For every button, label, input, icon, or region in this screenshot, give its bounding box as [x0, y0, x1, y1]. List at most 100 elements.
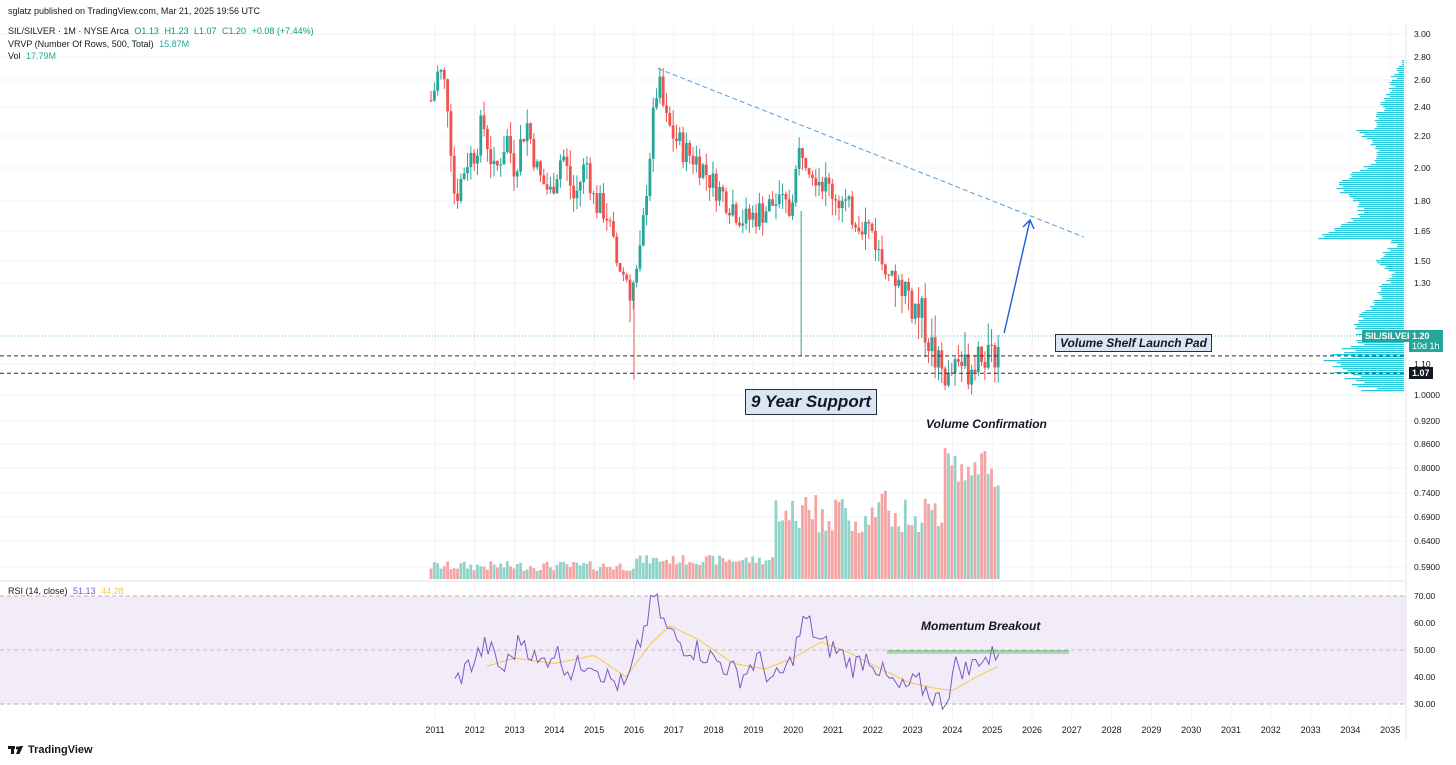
- candle-body: [877, 249, 881, 251]
- volume-bar: [545, 561, 549, 579]
- volume-profile-row: [1359, 132, 1404, 134]
- volume-bar: [641, 562, 645, 579]
- volume-confirmation-text: Volume Confirmation: [926, 417, 1047, 431]
- support-annotation[interactable]: 9 Year Support: [745, 389, 877, 415]
- vrvp-label[interactable]: VRVP (Number Of Rows, 500, Total): [8, 39, 154, 49]
- volume-profile-row: [1375, 148, 1404, 150]
- volume-profile-row: [1364, 134, 1404, 136]
- volume-bar: [598, 567, 602, 579]
- volume-profile-row: [1396, 246, 1404, 248]
- candle-body: [492, 160, 496, 165]
- vol-label[interactable]: Vol: [8, 51, 21, 61]
- volume-bar: [495, 567, 499, 579]
- momentum-text: Momentum Breakout: [921, 619, 1041, 633]
- volume-profile-row: [1374, 128, 1404, 130]
- volume-profile-row: [1350, 346, 1404, 348]
- price-axis[interactable]: 3.00 2.80 2.60 2.40 2.20 2.00 1.80 1.65 1.50 1.30…: [1414, 29, 1440, 572]
- rsi-axis[interactable]: 70.00 60.00 50.00 40.00 30.00: [1414, 591, 1436, 709]
- volume-profile-row: [1359, 314, 1404, 316]
- candle-body: [923, 298, 927, 343]
- volume-bar: [565, 564, 569, 579]
- vol-legend[interactable]: Vol 17.79M: [8, 51, 59, 62]
- volume-bar: [628, 570, 632, 579]
- time-tick-label: 2032: [1261, 725, 1281, 735]
- volume-bar: [791, 500, 794, 579]
- candle-body: [996, 346, 1000, 368]
- volume-profile-row: [1385, 94, 1404, 96]
- candle-body: [608, 220, 612, 222]
- volume-bar: [595, 570, 599, 579]
- volume-bar: [492, 564, 496, 579]
- momentum-annotation[interactable]: Momentum Breakout: [921, 619, 1040, 633]
- time-axis[interactable]: 2011 2012 2013 2014 2015 2016 2017 2018 2019 2020…: [425, 725, 1400, 735]
- volume-bar: [661, 561, 665, 579]
- volume-profile-row: [1340, 358, 1404, 360]
- volume-profile-row: [1377, 262, 1404, 264]
- volume-confirmation-annotation[interactable]: Volume Confirmation: [926, 417, 1047, 431]
- candle-body: [850, 196, 854, 225]
- candle-body: [728, 212, 731, 216]
- volume-profile-row: [1376, 114, 1404, 116]
- volume-bar: [721, 557, 725, 579]
- candle-body: [761, 203, 765, 223]
- candle-body: [781, 193, 784, 195]
- volume-bar: [446, 561, 450, 579]
- price-tick-label: 0.9200: [1414, 416, 1440, 426]
- volume-profile-row: [1377, 388, 1404, 390]
- volume-bar: [970, 475, 974, 579]
- descending-trendline[interactable]: [657, 68, 1084, 238]
- price-tick-label: 1.80: [1414, 196, 1431, 206]
- vrvp-legend[interactable]: VRVP (Number Of Rows, 500, Total) 15.87M: [8, 39, 192, 50]
- volume-bar: [462, 561, 466, 579]
- candle-body: [903, 281, 907, 297]
- volume-profile-row: [1382, 298, 1404, 300]
- candle-body: [927, 342, 930, 352]
- volume-bar: [870, 507, 874, 579]
- arrow-head: [1022, 218, 1035, 230]
- candle-body: [953, 359, 957, 373]
- symbol-legend[interactable]: SIL/SILVER · 1M · NYSE Arca O1.13 H1.23 …: [8, 26, 317, 37]
- volume-profile-row: [1381, 296, 1404, 298]
- tradingview-footer[interactable]: TradingView: [8, 744, 93, 756]
- volume-bar: [890, 526, 894, 579]
- candle-body: [990, 344, 993, 346]
- rsi-tick-label: 70.00: [1414, 591, 1436, 601]
- volume-profile-row: [1349, 178, 1404, 180]
- volume-profile-row: [1367, 168, 1404, 170]
- symbol-label[interactable]: SIL/SILVER · 1M · NYSE Arca: [8, 26, 129, 36]
- volume-bar: [827, 521, 831, 579]
- candle-body: [631, 282, 635, 301]
- volume-bar: [456, 568, 459, 579]
- volume-bar: [452, 568, 456, 579]
- volume-profile-row: [1340, 364, 1404, 366]
- volume-bar: [711, 555, 715, 579]
- volume-bar: [751, 556, 755, 579]
- time-tick-label: 2016: [624, 725, 644, 735]
- volume-bar: [923, 498, 927, 579]
- ohlc-open: O1.13: [134, 26, 159, 36]
- candle-body: [963, 354, 967, 367]
- volume-bar: [884, 490, 887, 579]
- rsi-label[interactable]: RSI (14, close): [8, 586, 68, 596]
- candle-body: [801, 147, 804, 158]
- volume-profile-row: [1349, 196, 1404, 198]
- price-tick-label: 0.8600: [1414, 439, 1440, 449]
- volume-profile-row: [1342, 368, 1404, 370]
- volume-profile-row: [1380, 102, 1404, 104]
- volume-bar: [482, 566, 486, 579]
- price-tick-label: 2.80: [1414, 52, 1431, 62]
- candle-body: [509, 135, 513, 154]
- price-tick-label: 1.50: [1414, 256, 1431, 266]
- volume-profile-row: [1359, 170, 1404, 172]
- breakout-arrow[interactable]: [1003, 218, 1035, 334]
- volume-bar: [927, 503, 930, 579]
- time-tick-label: 2013: [505, 725, 525, 735]
- candle-body: [522, 139, 526, 142]
- rsi-legend[interactable]: RSI (14, close) 51.13 44.28: [8, 586, 127, 597]
- price-tick-label: 2.00: [1414, 163, 1431, 173]
- rsi-ma-line: [486, 625, 998, 691]
- candle-body: [694, 156, 698, 165]
- volume-shelf-annotation[interactable]: Volume Shelf Launch Pad: [1055, 334, 1212, 352]
- volume-bar: [754, 562, 758, 579]
